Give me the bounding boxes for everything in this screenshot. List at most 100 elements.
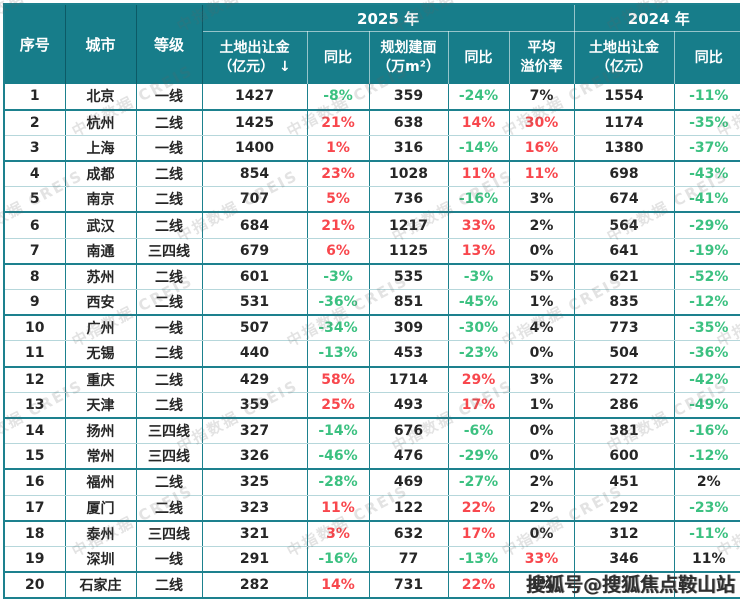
row-index: 16 xyxy=(4,469,66,496)
col-header-premium-rate-line2: 溢价率 xyxy=(520,59,563,75)
premium-rate: 16% xyxy=(509,135,575,163)
col-header-land-fee-2025-sortable[interactable]: 土地出让金 （亿元） ↓ xyxy=(202,31,308,84)
planned-area: 535 xyxy=(369,263,449,290)
planned-area: 676 xyxy=(369,417,449,445)
col-header-yoy-2024: 同比 xyxy=(674,31,740,84)
yoy-2024: -12% xyxy=(674,443,740,471)
col-header-land-fee-2025-line1: 土地出让金 xyxy=(219,40,290,57)
yoy-2025: -3% xyxy=(307,263,370,290)
city-name: 北京 xyxy=(65,84,137,111)
city-name: 上海 xyxy=(65,135,137,163)
table-row: 11 无锡 二线 440 -13% 453 -23% 0% 504 -36% xyxy=(4,340,740,368)
premium-rate: 3% xyxy=(509,186,575,214)
row-index: 4 xyxy=(4,161,66,188)
table-row: 16 福州 二线 325 -28% 469 -27% 2% 451 2% xyxy=(4,469,740,496)
city-name: 石家庄 xyxy=(65,572,137,598)
table-row: 17 厦门 二线 323 11% 122 22% 2% 292 -23% xyxy=(4,495,740,522)
table-row: 8 苏州 二线 601 -3% 535 -3% 5% 621 -52% xyxy=(4,263,740,290)
yoy-2024: -19% xyxy=(674,238,740,265)
tier: 三四线 xyxy=(136,238,203,265)
tier: 一线 xyxy=(136,546,203,574)
land-fee-2024: 504 xyxy=(574,340,675,368)
area-yoy: -23% xyxy=(448,340,510,368)
land-fee-2024: 292 xyxy=(574,495,675,522)
planned-area: 476 xyxy=(369,443,449,471)
planned-area: 316 xyxy=(369,135,449,163)
yoy-2024: -11% xyxy=(674,520,740,547)
land-fee-2025: 291 xyxy=(202,546,308,574)
yoy-2025: -46% xyxy=(307,443,370,471)
city-name: 南京 xyxy=(65,186,137,214)
land-fee-2025: 321 xyxy=(202,520,308,547)
planned-area: 731 xyxy=(369,572,449,598)
table-row: 7 南通 三四线 679 6% 1125 13% 0% 641 -19% xyxy=(4,238,740,265)
premium-rate: 1% xyxy=(509,289,575,317)
land-fee-2024: 1380 xyxy=(574,135,675,163)
area-yoy: -27% xyxy=(448,469,510,496)
tier: 三四线 xyxy=(136,417,203,445)
yoy-2025: -8% xyxy=(307,84,370,111)
premium-rate: 33% xyxy=(509,546,575,574)
col-header-planned-area: 规划建面 （万m²） xyxy=(369,31,449,84)
planned-area: 736 xyxy=(369,186,449,214)
table-row: 5 南京 二线 707 5% 736 -16% 3% 674 -41% xyxy=(4,186,740,214)
table-row: 12 重庆 二线 429 58% 1714 29% 3% 272 -42% xyxy=(4,366,740,393)
land-fee-2024: 381 xyxy=(574,417,675,445)
tier: 二线 xyxy=(136,186,203,214)
tier: 二线 xyxy=(136,263,203,290)
premium-rate: 30% xyxy=(509,109,575,136)
col-header-planned-area-line1: 规划建面 xyxy=(380,40,437,57)
col-header-land-fee-2025-line2-with-sort-arrow-icon: （亿元） ↓ xyxy=(218,59,291,75)
yoy-2024: -37% xyxy=(674,135,740,163)
tier: 二线 xyxy=(136,572,203,598)
col-header-tier: 等级 xyxy=(136,4,203,84)
planned-area: 309 xyxy=(369,315,449,342)
area-yoy: 14% xyxy=(448,109,510,136)
col-header-planned-area-line2: （万m²） xyxy=(377,59,440,75)
year-group-2024: 2024 年 xyxy=(574,4,740,32)
land-fee-2024: 1554 xyxy=(574,84,675,111)
tier: 二线 xyxy=(136,212,203,239)
yoy-2024: -36% xyxy=(674,340,740,368)
city-name: 重庆 xyxy=(65,366,137,393)
area-yoy: -14% xyxy=(448,135,510,163)
land-fee-2025: 326 xyxy=(202,443,308,471)
land-fee-2024: 698 xyxy=(574,161,675,188)
premium-rate: 0% xyxy=(509,520,575,547)
land-fee-2025: 440 xyxy=(202,340,308,368)
table-row: 3 上海 一线 1400 1% 316 -14% 16% 1380 -37% xyxy=(4,135,740,163)
yoy-2025: 1% xyxy=(307,135,370,163)
col-header-area-yoy: 同比 xyxy=(448,31,510,84)
planned-area: 1714 xyxy=(369,366,449,393)
premium-rate: 0% xyxy=(509,443,575,471)
yoy-2025: 23% xyxy=(307,161,370,188)
land-fee-2025: 854 xyxy=(202,161,308,188)
yoy-2025: 5% xyxy=(307,186,370,214)
row-index: 18 xyxy=(4,520,66,547)
yoy-2024: -35% xyxy=(674,109,740,136)
yoy-2024: -41% xyxy=(674,186,740,214)
row-index: 3 xyxy=(4,135,66,163)
premium-rate: 2% xyxy=(509,212,575,239)
yoy-2025: -36% xyxy=(307,289,370,317)
table-header: 序号 城市 等级 2025 年 2024 年 土地出让金 （亿元） ↓ 同比 规… xyxy=(4,4,740,84)
table-body: 1 北京 一线 1427 -8% 359 -24% 7% 1554 -11% 2 杭州 二线 1425 21… xyxy=(4,84,740,598)
city-name: 常州 xyxy=(65,443,137,471)
planned-area: 632 xyxy=(369,520,449,547)
table-row: 15 常州 三四线 326 -46% 476 -29% 0% 600 -12% xyxy=(4,443,740,471)
premium-rate: 0% xyxy=(509,238,575,265)
sub-header-row: 土地出让金 （亿元） ↓ 同比 规划建面 （万m²） 同比 平均 溢价率 土地出… xyxy=(4,31,740,84)
city-name: 天津 xyxy=(65,392,137,419)
tier: 二线 xyxy=(136,495,203,522)
yoy-2025: 6% xyxy=(307,238,370,265)
col-header-premium-rate-line1: 平均 xyxy=(527,40,556,57)
row-index: 7 xyxy=(4,238,66,265)
yoy-2024: -49% xyxy=(674,392,740,419)
premium-rate: 3% xyxy=(509,366,575,393)
yoy-2024: -16% xyxy=(674,417,740,445)
land-fee-2024: 600 xyxy=(574,443,675,471)
yoy-2025: 14% xyxy=(307,572,370,598)
city-name: 泰州 xyxy=(65,520,137,547)
yoy-2024: -29% xyxy=(674,212,740,239)
city-name: 西安 xyxy=(65,289,137,317)
